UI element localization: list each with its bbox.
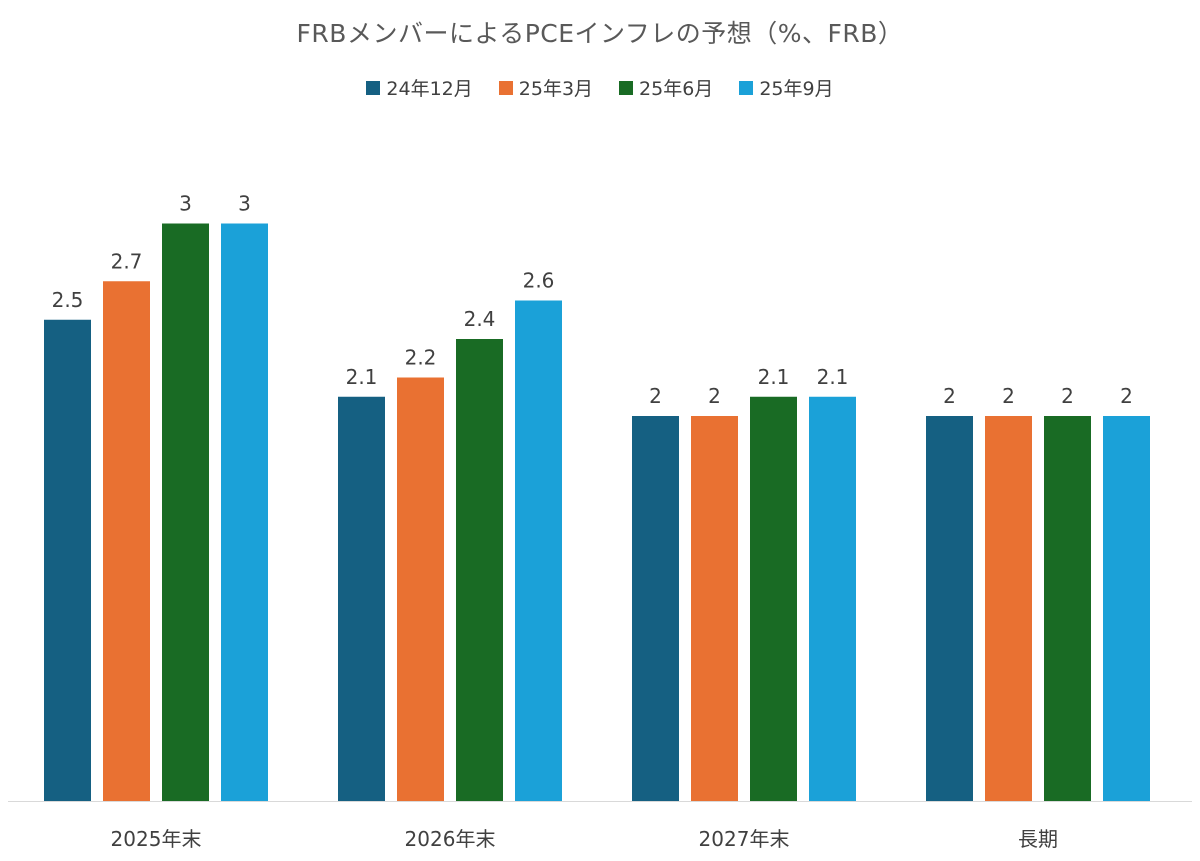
- legend-item: 25年3月: [498, 74, 594, 101]
- bar: [632, 416, 679, 801]
- legend-label: 25年9月: [759, 78, 834, 100]
- data-label: 2: [1002, 384, 1015, 408]
- data-label: 2.7: [111, 249, 143, 273]
- bar: [338, 396, 385, 801]
- data-label: 2: [649, 384, 662, 408]
- data-label: 2: [1120, 384, 1133, 408]
- bar: [985, 416, 1032, 801]
- legend-swatch-icon: [619, 80, 634, 95]
- bar: [750, 396, 797, 801]
- bar: [103, 281, 150, 801]
- x-tick-label: 2027年末: [699, 827, 790, 851]
- legend-item: 24年12月: [366, 74, 473, 101]
- data-label: 3: [179, 192, 192, 216]
- bar: [1103, 416, 1150, 801]
- data-label: 2.1: [817, 365, 849, 389]
- legend-item: 25年6月: [619, 74, 713, 101]
- legend-swatch-icon: [498, 80, 513, 95]
- chart-title: FRBメンバーによるPCEインフレの予想（%、FRB）: [296, 19, 904, 48]
- legend-label: 24年12月: [386, 78, 473, 100]
- data-label: 2: [708, 384, 721, 408]
- x-tick-label: 長期: [1018, 827, 1058, 851]
- chart-legend: 24年12月 25年3月 25年6月 25年9月: [0, 74, 1200, 101]
- legend-label: 25年3月: [518, 78, 594, 100]
- data-label: 2.1: [346, 365, 378, 389]
- bar: [809, 396, 856, 801]
- legend-item: 25年9月: [739, 74, 834, 101]
- bar: [221, 223, 268, 801]
- data-label: 2.1: [758, 365, 790, 389]
- bar: [456, 339, 503, 801]
- data-label: 2: [943, 384, 956, 408]
- data-label: 2.2: [405, 346, 437, 370]
- legend-swatch-icon: [366, 80, 381, 95]
- data-label: 2.6: [523, 269, 555, 293]
- data-label: 2: [1061, 384, 1074, 408]
- bar: [397, 377, 444, 801]
- data-label: 2.4: [464, 307, 496, 331]
- bar: [44, 319, 91, 801]
- bar: [162, 223, 209, 801]
- legend-swatch-icon: [739, 80, 754, 95]
- x-tick-label: 2026年末: [405, 827, 496, 851]
- legend-label: 25年6月: [639, 78, 714, 100]
- bar: [1044, 416, 1091, 801]
- bar: [691, 416, 738, 801]
- x-tick-label: 2025年末: [111, 827, 202, 851]
- bar: [515, 300, 562, 801]
- data-label: 2.5: [52, 288, 84, 312]
- bar: [926, 416, 973, 801]
- data-label: 3: [238, 192, 251, 216]
